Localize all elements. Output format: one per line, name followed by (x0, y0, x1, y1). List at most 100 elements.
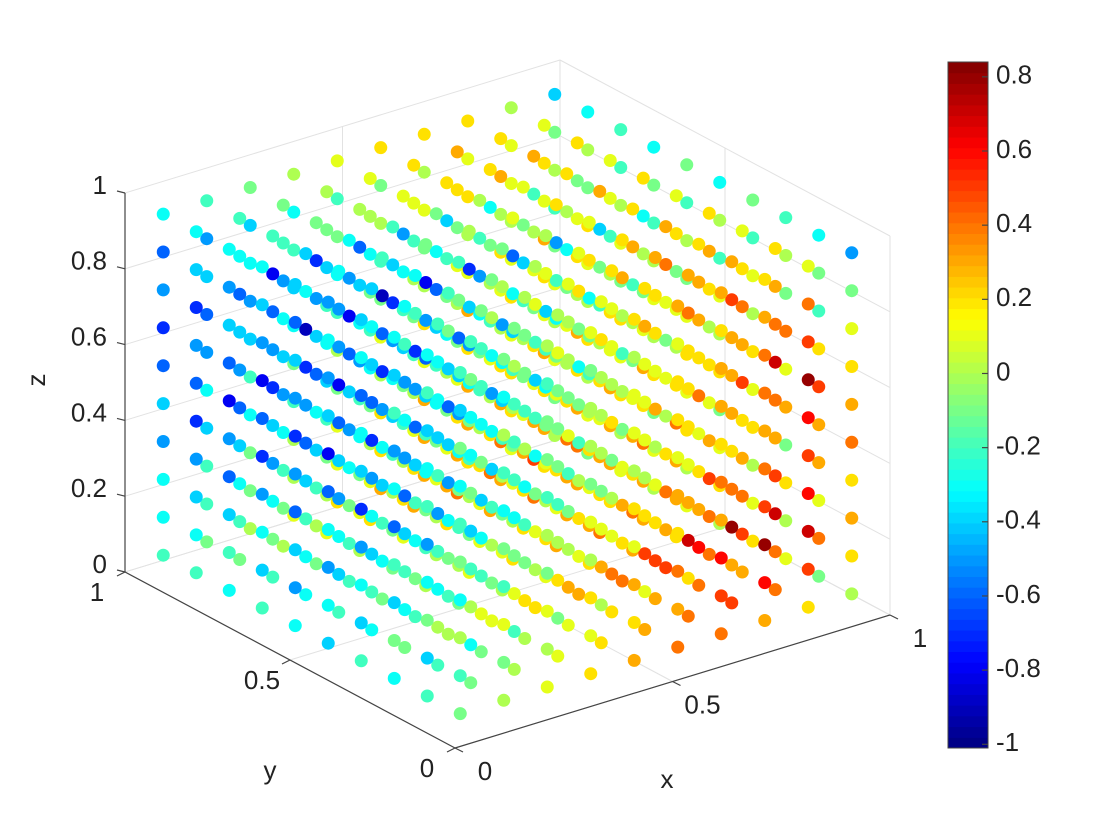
point (375, 440, 389, 454)
point (801, 297, 815, 311)
point (746, 269, 760, 283)
point (396, 227, 410, 241)
point (222, 280, 236, 294)
point (627, 578, 641, 592)
point (615, 536, 629, 550)
point (497, 390, 511, 404)
point (320, 223, 334, 237)
point (548, 163, 562, 177)
point (648, 592, 662, 606)
point (659, 220, 673, 234)
colorbar-segment (948, 597, 988, 610)
point (518, 442, 532, 456)
point (507, 473, 521, 487)
point (648, 364, 662, 378)
point (387, 482, 401, 496)
point (659, 258, 673, 271)
point (200, 308, 214, 321)
point (735, 413, 749, 427)
x-tick-label: 0.5 (684, 689, 720, 719)
point (474, 493, 488, 507)
point (431, 620, 445, 634)
colorbar-segment (948, 576, 988, 588)
point (461, 114, 475, 128)
point (615, 422, 629, 436)
point (605, 302, 619, 316)
point (189, 301, 203, 314)
point (464, 410, 478, 424)
point (276, 236, 290, 250)
point (648, 402, 662, 416)
colorbar-segment (948, 83, 988, 95)
colorbar-segment (948, 190, 988, 202)
point (507, 549, 521, 563)
point (474, 342, 488, 356)
point (429, 207, 443, 221)
point (779, 552, 793, 566)
point (441, 362, 455, 376)
point (518, 518, 532, 532)
point (453, 593, 467, 607)
point (233, 249, 247, 263)
point (365, 433, 379, 447)
point (560, 243, 574, 257)
point (375, 592, 389, 606)
point (495, 242, 509, 256)
point (464, 638, 478, 652)
point (408, 382, 422, 396)
point (561, 618, 575, 632)
point (551, 346, 565, 360)
point (288, 619, 302, 633)
point (452, 255, 466, 269)
point (581, 105, 595, 119)
point (507, 511, 521, 525)
point (725, 331, 739, 345)
point (309, 216, 323, 230)
point (321, 560, 335, 574)
point (464, 600, 478, 614)
colorbar-tick-label: -1 (996, 727, 1019, 757)
colorbar-tick-label: -0.8 (996, 653, 1041, 683)
point (528, 411, 542, 425)
colorbar-segment (948, 179, 988, 192)
point (735, 338, 749, 352)
point (594, 333, 608, 347)
point (396, 189, 410, 203)
point (375, 554, 389, 568)
point (681, 382, 695, 396)
point (725, 255, 739, 269)
point (485, 614, 499, 628)
x-tick (889, 614, 899, 620)
point (627, 502, 641, 516)
colorbar-segment (948, 447, 988, 460)
point (584, 553, 598, 567)
point (243, 294, 257, 308)
y-tick-label: 0 (420, 753, 434, 783)
point (398, 641, 412, 654)
point (342, 385, 356, 399)
point (528, 563, 542, 577)
point (801, 259, 815, 273)
point (528, 449, 542, 463)
point (845, 322, 859, 336)
point (528, 601, 542, 615)
x-tick (672, 680, 681, 687)
z-tick-label: 0.6 (71, 321, 107, 351)
point (387, 520, 401, 534)
point (681, 571, 695, 585)
point (255, 487, 269, 501)
point (342, 423, 356, 437)
z-axis-label: z (21, 374, 51, 387)
point (561, 467, 575, 481)
point (375, 327, 389, 341)
point (638, 357, 652, 371)
point (615, 347, 629, 361)
point (746, 534, 760, 548)
point (483, 163, 497, 176)
point (581, 143, 595, 157)
point (354, 540, 368, 554)
point (408, 344, 422, 358)
point (156, 397, 170, 411)
point (594, 484, 608, 498)
point (779, 286, 793, 300)
